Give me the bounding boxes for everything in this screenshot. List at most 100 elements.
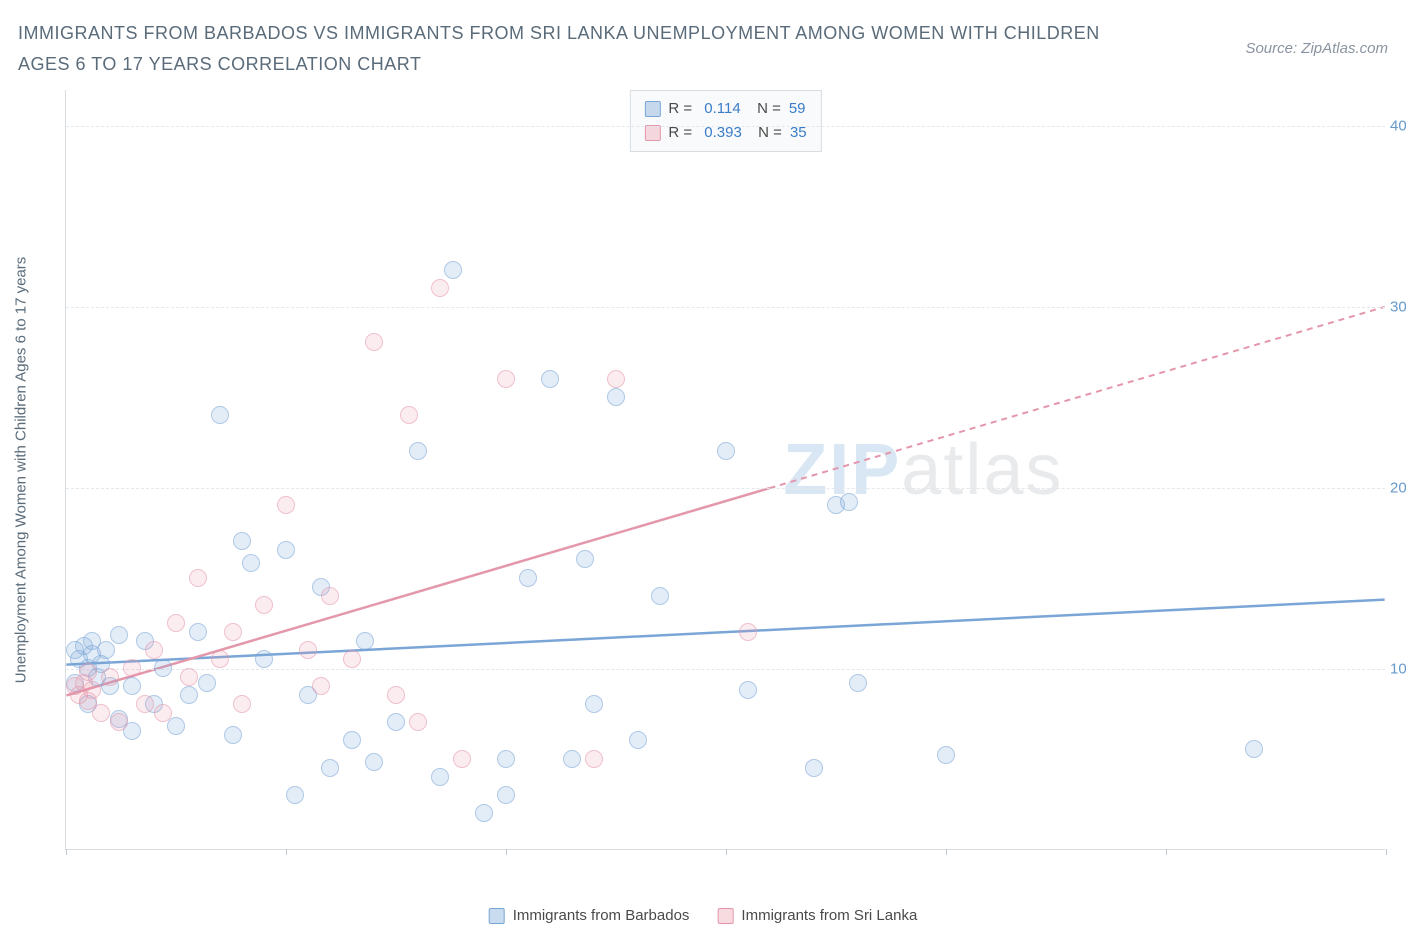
x-tick xyxy=(286,849,287,855)
data-point xyxy=(123,659,141,677)
data-point xyxy=(717,442,735,460)
data-point xyxy=(409,442,427,460)
data-point xyxy=(189,569,207,587)
data-point xyxy=(629,731,647,749)
x-tick xyxy=(66,849,67,855)
trend-line-dashed xyxy=(769,307,1384,488)
data-point xyxy=(242,554,260,572)
data-point xyxy=(400,406,418,424)
page-title: IMMIGRANTS FROM BARBADOS VS IMMIGRANTS F… xyxy=(18,18,1118,79)
source-label: Source: ZipAtlas.com xyxy=(1245,40,1388,57)
trend-lines xyxy=(66,90,1385,849)
data-point xyxy=(312,677,330,695)
data-point xyxy=(145,641,163,659)
data-point xyxy=(233,695,251,713)
data-point xyxy=(233,532,251,550)
legend-swatch xyxy=(717,908,733,924)
data-point xyxy=(180,686,198,704)
data-point xyxy=(123,677,141,695)
data-point xyxy=(343,731,361,749)
data-point xyxy=(255,650,273,668)
data-point xyxy=(110,626,128,644)
x-tick xyxy=(506,849,507,855)
data-point xyxy=(167,717,185,735)
scatter-chart: Unemployment Among Women with Children A… xyxy=(65,90,1385,850)
data-point xyxy=(299,641,317,659)
data-point xyxy=(431,279,449,297)
y-tick-label: 20.0% xyxy=(1390,480,1406,497)
data-point xyxy=(849,674,867,692)
y-tick-label: 30.0% xyxy=(1390,299,1406,316)
data-point xyxy=(607,370,625,388)
plot-area: Unemployment Among Women with Children A… xyxy=(65,90,1385,850)
data-point xyxy=(497,370,515,388)
data-point xyxy=(224,726,242,744)
y-axis-label: Unemployment Among Women with Children A… xyxy=(13,256,30,683)
data-point xyxy=(110,713,128,731)
stat-n-value: 35 xyxy=(790,121,807,145)
data-point xyxy=(497,786,515,804)
data-point xyxy=(277,496,295,514)
data-point xyxy=(739,623,757,641)
legend-swatch xyxy=(489,908,505,924)
stat-r-value: 0.114 xyxy=(704,97,740,121)
data-point xyxy=(387,713,405,731)
x-tick xyxy=(946,849,947,855)
legend-label: Immigrants from Sri Lanka xyxy=(741,907,917,924)
data-point xyxy=(453,750,471,768)
stats-box: R = 0.114 N = 59R = 0.393 N = 35 xyxy=(629,90,821,152)
stat-n-label: N = xyxy=(750,121,782,145)
data-point xyxy=(475,804,493,822)
x-tick xyxy=(1386,849,1387,855)
data-point xyxy=(180,668,198,686)
data-point xyxy=(154,659,172,677)
data-point xyxy=(83,632,101,650)
data-point xyxy=(519,569,537,587)
data-point xyxy=(101,668,119,686)
data-point xyxy=(585,695,603,713)
data-point xyxy=(365,753,383,771)
data-point xyxy=(739,681,757,699)
gridline xyxy=(66,126,1385,127)
y-tick-label: 10.0% xyxy=(1390,661,1406,678)
data-point xyxy=(576,550,594,568)
legend-swatch xyxy=(644,125,660,141)
data-point xyxy=(154,704,172,722)
data-point xyxy=(255,596,273,614)
data-point xyxy=(211,406,229,424)
data-point xyxy=(136,695,154,713)
legend-label: Immigrants from Barbados xyxy=(513,907,690,924)
data-point xyxy=(277,541,295,559)
legend-swatch xyxy=(644,101,660,117)
stat-r-value: 0.393 xyxy=(704,121,742,145)
data-point xyxy=(585,750,603,768)
legend: Immigrants from Barbados Immigrants from … xyxy=(489,907,918,924)
data-point xyxy=(224,623,242,641)
data-point xyxy=(563,750,581,768)
data-point xyxy=(431,768,449,786)
data-point xyxy=(356,632,374,650)
data-point xyxy=(607,388,625,406)
stat-r-label: R = xyxy=(668,97,696,121)
data-point xyxy=(651,587,669,605)
gridline xyxy=(66,488,1385,489)
data-point xyxy=(92,704,110,722)
data-point xyxy=(387,686,405,704)
y-tick-label: 40.0% xyxy=(1390,118,1406,135)
data-point xyxy=(409,713,427,731)
gridline xyxy=(66,307,1385,308)
data-point xyxy=(444,261,462,279)
stat-n-label: N = xyxy=(749,97,781,121)
data-point xyxy=(365,333,383,351)
data-point xyxy=(805,759,823,777)
legend-item: Immigrants from Sri Lanka xyxy=(717,907,917,924)
data-point xyxy=(286,786,304,804)
legend-item: Immigrants from Barbados xyxy=(489,907,690,924)
data-point xyxy=(840,493,858,511)
data-point xyxy=(211,650,229,668)
data-point xyxy=(198,674,216,692)
stat-r-label: R = xyxy=(668,121,696,145)
stats-row: R = 0.393 N = 35 xyxy=(644,121,806,145)
data-point xyxy=(83,681,101,699)
x-tick xyxy=(1166,849,1167,855)
